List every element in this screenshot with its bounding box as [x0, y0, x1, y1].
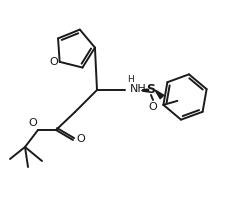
Text: H: H	[127, 75, 133, 84]
Text: NH: NH	[130, 84, 147, 94]
Text: O: O	[49, 57, 58, 67]
Text: O: O	[149, 102, 157, 112]
Text: S: S	[146, 83, 156, 96]
Text: O: O	[28, 118, 37, 128]
Text: O: O	[76, 134, 85, 144]
Polygon shape	[155, 90, 164, 99]
